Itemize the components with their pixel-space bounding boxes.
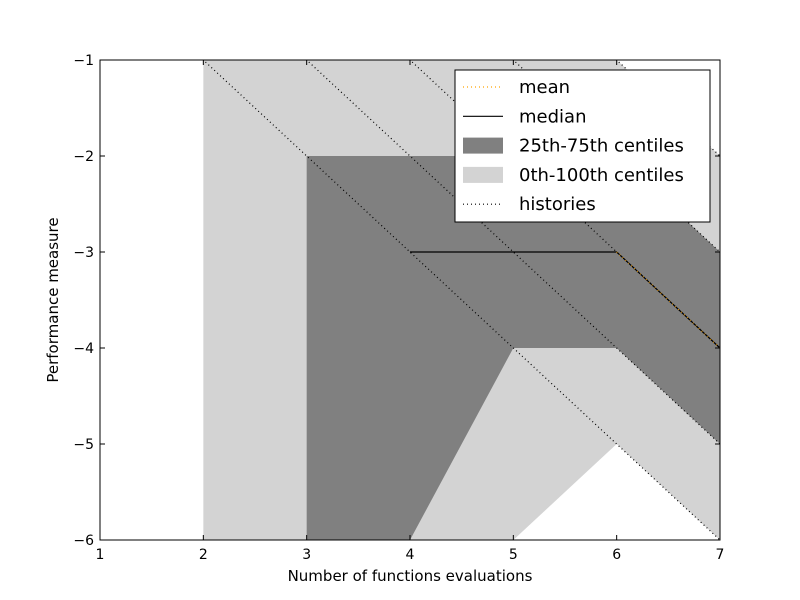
- legend: mean median 25th-75th centiles 0th-100th ce…: [454, 69, 711, 223]
- y-tick-label: −5: [73, 437, 94, 453]
- x-tick-label: 7: [716, 547, 725, 563]
- x-tick-label: 6: [612, 547, 621, 563]
- legend-label: mean: [519, 77, 570, 98]
- legend-label: 25th-75th centiles: [519, 136, 684, 157]
- y-tick-label: −2: [73, 149, 94, 165]
- y-tick-label: −3: [73, 245, 94, 261]
- x-tick-label: 4: [406, 547, 415, 563]
- x-tick-label: 5: [509, 547, 518, 563]
- legend-label: median: [519, 106, 586, 127]
- x-tick-label: 3: [302, 547, 311, 563]
- y-tick-label: −4: [73, 341, 94, 357]
- legend-label: 0th-100th centiles: [519, 165, 684, 186]
- median-line: [410, 251, 720, 349]
- legend-label: histories: [519, 194, 596, 215]
- legend-swatch: [463, 137, 503, 154]
- y-axis-label: Performance measure: [44, 217, 62, 382]
- x-tick-label: 1: [96, 547, 105, 563]
- y-tick-label: −1: [73, 53, 94, 69]
- y-tick-label: −6: [73, 533, 94, 549]
- axis-ticks: 1 2 3 4 5 6 7 −6 −5 −4 −3 −2 −1: [73, 53, 724, 563]
- legend-swatch: [463, 166, 503, 183]
- x-tick-label: 2: [199, 547, 208, 563]
- x-axis-label: Number of functions evaluations: [288, 567, 533, 585]
